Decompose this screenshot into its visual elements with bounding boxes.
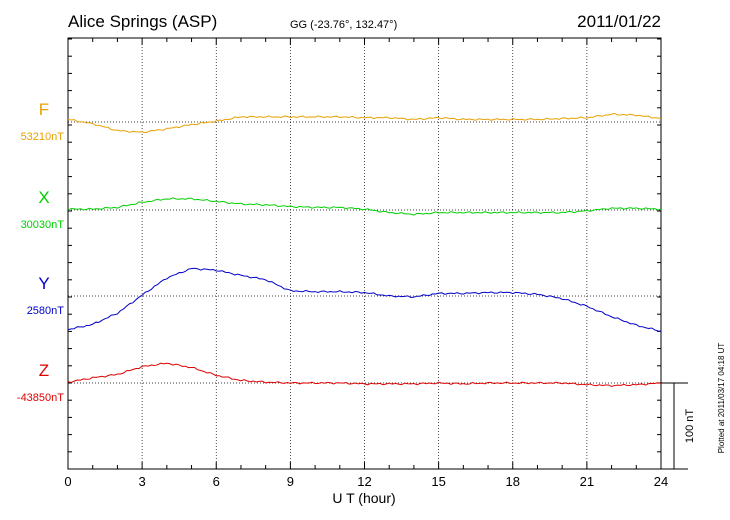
series-baseline-Z: -43850nT [17, 392, 64, 404]
series-baseline-F: 53210nT [21, 131, 65, 143]
series-name-Y: Y [38, 274, 49, 293]
x-tick-label-9: 9 [287, 474, 294, 489]
scale-bar-label: 100 nT [684, 409, 696, 444]
series-line-X [67, 197, 662, 216]
series-line-F [67, 112, 662, 134]
series-line-Z [67, 362, 662, 388]
grid-lines [68, 38, 661, 469]
station-title: Alice Springs (ASP) [68, 12, 217, 31]
x-tick-label-18: 18 [506, 474, 520, 489]
x-axis-label: U T (hour) [332, 490, 395, 506]
series-baseline-Y: 2580nT [27, 305, 65, 317]
x-tick-label-3: 3 [139, 474, 146, 489]
series-name-Z: Z [39, 361, 49, 380]
x-tick-label-0: 0 [64, 474, 71, 489]
chart-date: 2011/01/22 [577, 12, 661, 31]
scale-bar: 100 nT [661, 382, 696, 470]
x-tick-label-21: 21 [580, 474, 594, 489]
axis-ticks [67, 38, 662, 470]
plotted-timestamp: Plotted at 2011/03/17 04:18 UT [717, 343, 726, 454]
series-labels: F 53210nT X 30030nT Y 2580nT Z -43850nT [17, 100, 64, 404]
series-line-Y [67, 267, 662, 332]
x-tick-label-6: 6 [213, 474, 220, 489]
x-tick-label-24: 24 [654, 474, 668, 489]
series-name-F: F [39, 100, 49, 119]
series-name-X: X [38, 188, 49, 207]
series-baseline-X: 30030nT [21, 219, 65, 231]
x-tick-label-15: 15 [431, 474, 445, 489]
x-tick-label-12: 12 [357, 474, 371, 489]
station-coordinates: GG (-23.76°, 132.47°) [290, 19, 397, 31]
series-lines [67, 112, 662, 388]
x-tick-labels: 0 3 6 9 12 15 18 21 24 [64, 474, 668, 489]
